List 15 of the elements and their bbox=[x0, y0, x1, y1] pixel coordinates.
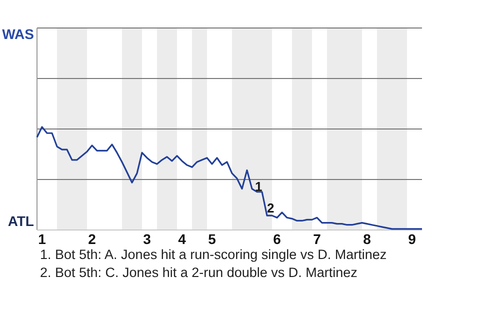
x-tick-label: 5 bbox=[208, 231, 216, 247]
x-tick-label: 4 bbox=[178, 231, 186, 247]
annotation: 2 bbox=[267, 200, 274, 216]
x-tick-label: 8 bbox=[363, 231, 372, 247]
text: 2. Bot 5th: C. Jones hit a 2-run double vs D. Martinez bbox=[40, 265, 358, 280]
text: ATL bbox=[8, 213, 34, 229]
text: WAS bbox=[2, 26, 34, 42]
x-tick-label: 6 bbox=[273, 231, 282, 247]
text: 1. Bot 5th: A. Jones hit a run-scoring single vs D. Martinez bbox=[40, 247, 387, 262]
x-tick-label: 7 bbox=[313, 231, 322, 247]
x-tick-label: 9 bbox=[408, 231, 416, 247]
x-tick-label: 3 bbox=[143, 231, 152, 247]
x-tick-label: 2 bbox=[88, 231, 96, 247]
annotation: 1 bbox=[255, 178, 262, 194]
x-tick-label: 1 bbox=[38, 231, 46, 247]
